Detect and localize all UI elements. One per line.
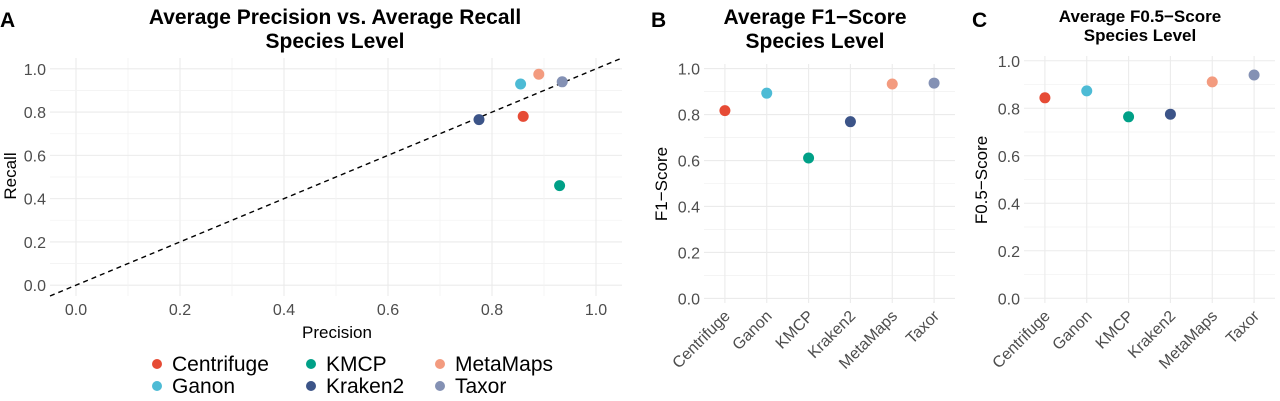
legend-label: Kraken2 bbox=[326, 375, 404, 398]
y-tick-label: 0.8 bbox=[678, 108, 700, 125]
y-axis-label-recall: Recall bbox=[1, 152, 20, 199]
panel-letter-a: A bbox=[0, 9, 15, 32]
x-tick-label: 0.8 bbox=[481, 302, 503, 319]
legend-key-dot bbox=[152, 381, 162, 391]
panel-c: C Average F0.5−Score Species Level Centr… bbox=[972, 7, 1275, 373]
y-tick-label: 0.4 bbox=[998, 196, 1020, 213]
point-kmcp bbox=[1123, 111, 1135, 123]
point-centrifuge bbox=[1039, 92, 1051, 104]
point-ganon bbox=[1081, 85, 1093, 97]
point-ganon bbox=[761, 87, 773, 99]
y-axis-label-f05-score: F0.5−Score bbox=[972, 136, 991, 224]
y-axis-label-f1-score: F1−Score bbox=[652, 147, 671, 221]
legend-label: Centrifuge bbox=[172, 353, 269, 376]
point-metamaps bbox=[1206, 76, 1218, 88]
x-tick-label: 0.6 bbox=[377, 302, 399, 319]
legend-item-metamaps: MetaMaps bbox=[435, 353, 553, 376]
x-tick-label: 0.4 bbox=[273, 302, 295, 319]
legend-key-dot bbox=[306, 359, 316, 369]
legend-label: Ganon bbox=[172, 375, 235, 398]
panel-a-points bbox=[473, 68, 568, 192]
point-metamaps bbox=[533, 68, 545, 80]
y-tick-label: 1.0 bbox=[998, 54, 1020, 71]
x-tick-label: 0.2 bbox=[169, 302, 191, 319]
point-taxor bbox=[928, 77, 940, 89]
x-tick-label-taxor: Taxor bbox=[903, 307, 943, 347]
legend-item-centrifuge: Centrifuge bbox=[152, 353, 269, 376]
x-tick-label-ganon: Ganon bbox=[730, 308, 776, 354]
legend-label: Taxor bbox=[455, 375, 506, 398]
panel-b-points bbox=[719, 77, 940, 164]
point-kraken2 bbox=[844, 116, 856, 128]
point-kmcp bbox=[803, 152, 815, 164]
legend-key-dot bbox=[435, 359, 445, 369]
point-metamaps bbox=[886, 78, 898, 90]
panel-b: B Average F1−Score Species Level Centrif… bbox=[651, 6, 955, 373]
panel-a: A Average Precision vs. Average Recall S… bbox=[0, 6, 623, 398]
legend-item-kmcp: KMCP bbox=[306, 353, 387, 376]
point-taxor bbox=[556, 76, 568, 88]
legend-label: MetaMaps bbox=[455, 353, 553, 376]
legend-item-taxor: Taxor bbox=[435, 375, 506, 398]
y-tick-label: 0.6 bbox=[678, 154, 700, 171]
y-tick-label: 0.6 bbox=[24, 148, 46, 165]
point-centrifuge bbox=[719, 105, 731, 117]
legend-item-kraken2: Kraken2 bbox=[306, 375, 404, 398]
panel-a-ticks: 0.0 0.2 0.4 0.6 0.8 1.0 0.0 0.2 0.4 0.6 0.8 1.0 bbox=[24, 62, 607, 319]
reference-line-y-equals-x bbox=[49, 57, 623, 297]
panel-b-grid bbox=[704, 64, 955, 303]
y-tick-label: 0.2 bbox=[998, 244, 1020, 261]
legend-key-dot bbox=[152, 359, 162, 369]
y-tick-label: 0.4 bbox=[678, 199, 700, 216]
y-tick-label: 0.2 bbox=[678, 245, 700, 262]
x-tick-label-centrifuge: Centrifuge bbox=[670, 308, 734, 372]
x-tick-label-taxor: Taxor bbox=[1223, 307, 1263, 347]
x-tick-label-centrifuge: Centrifuge bbox=[990, 308, 1054, 372]
legend: Centrifuge KMCP MetaMaps Ganon Kraken2 Taxor bbox=[152, 353, 553, 398]
x-tick-label: 1.0 bbox=[585, 302, 607, 319]
y-tick-label: 1.0 bbox=[24, 62, 46, 79]
point-kraken2 bbox=[1164, 108, 1176, 120]
panel-c-points bbox=[1039, 69, 1260, 123]
panel-a-subtitle: Species Level bbox=[266, 30, 405, 53]
panel-b-title: Average F1−Score bbox=[723, 6, 906, 29]
x-tick-label-ganon: Ganon bbox=[1050, 308, 1096, 354]
panel-letter-b: B bbox=[651, 9, 666, 32]
x-tick-label: 0.0 bbox=[65, 302, 87, 319]
y-tick-label: 0.0 bbox=[678, 291, 700, 308]
legend-key-dot bbox=[435, 381, 445, 391]
x-axis-label-precision: Precision bbox=[302, 323, 372, 342]
panel-b-subtitle: Species Level bbox=[746, 30, 885, 53]
panel-c-subtitle: Species Level bbox=[1084, 26, 1196, 45]
point-taxor bbox=[1248, 69, 1260, 81]
panel-letter-c: C bbox=[972, 9, 987, 32]
y-tick-label: 0.0 bbox=[998, 291, 1020, 308]
point-centrifuge bbox=[517, 110, 529, 122]
panel-a-title: Average Precision vs. Average Recall bbox=[149, 6, 521, 29]
panel-c-grid bbox=[1024, 56, 1275, 303]
y-tick-label: 0.8 bbox=[998, 101, 1020, 118]
y-tick-label: 0.2 bbox=[24, 235, 46, 252]
y-tick-label: 0.0 bbox=[24, 278, 46, 295]
point-ganon bbox=[515, 78, 527, 90]
point-kraken2 bbox=[473, 114, 485, 126]
legend-item-ganon: Ganon bbox=[152, 375, 235, 398]
y-tick-label: 1.0 bbox=[678, 62, 700, 79]
legend-key-dot bbox=[306, 381, 316, 391]
legend-label: KMCP bbox=[326, 353, 387, 376]
panel-a-grid bbox=[50, 58, 622, 296]
point-kmcp bbox=[554, 180, 566, 192]
y-tick-label: 0.4 bbox=[24, 192, 46, 209]
panel-c-title: Average F0.5−Score bbox=[1059, 7, 1221, 26]
y-tick-label: 0.8 bbox=[24, 105, 46, 122]
y-tick-label: 0.6 bbox=[998, 149, 1020, 166]
